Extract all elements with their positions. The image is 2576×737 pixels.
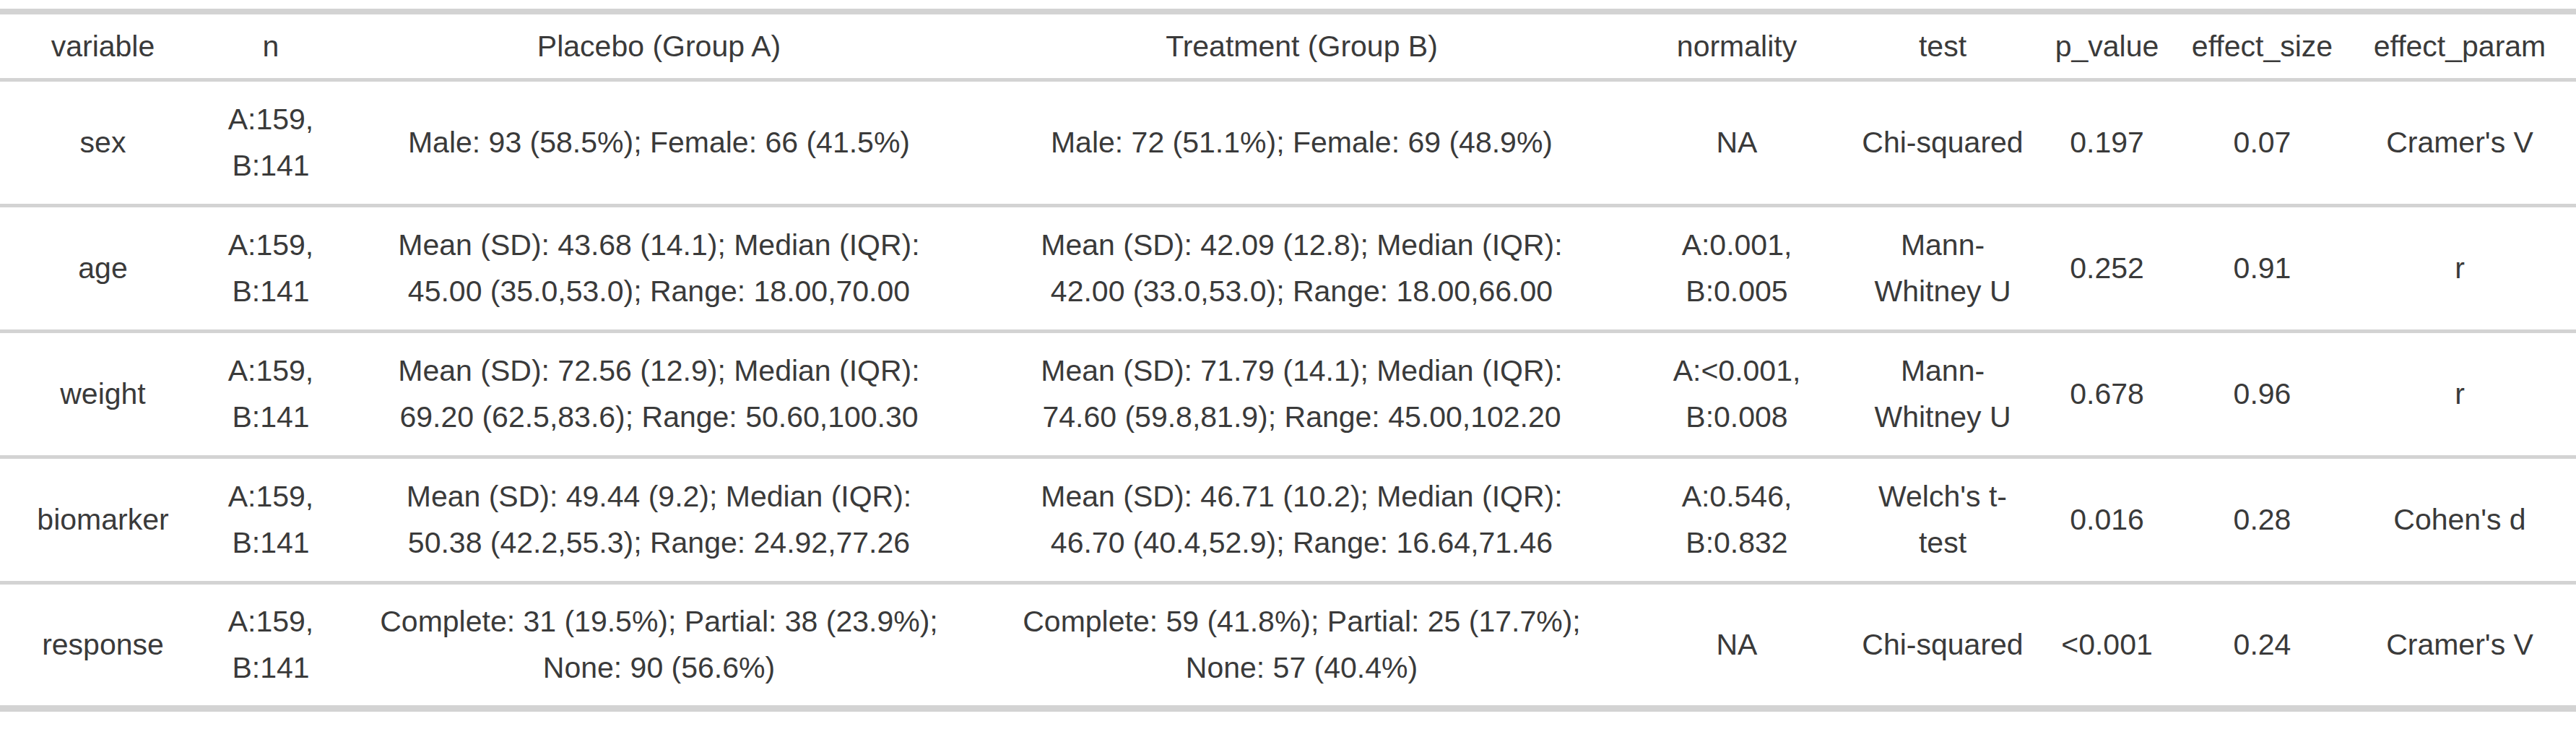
statistical-summary-table-container: variable n Placebo (Group A) Treatment (…	[0, 0, 2576, 712]
table-row-response: response A:159, B:141 Complete: 31 (19.5…	[0, 582, 2576, 708]
cell-age-placebo: Mean (SD): 43.68 (14.1); Median (IQR): 4…	[336, 205, 982, 331]
column-header-effect-size: effect_size	[2181, 12, 2343, 79]
table-row-biomarker: biomarker A:159, B:141 Mean (SD): 49.44 …	[0, 457, 2576, 582]
column-header-p-value: p_value	[2033, 12, 2181, 79]
cell-age-variable: age	[0, 205, 206, 331]
cell-biomarker-test: Welch's t- test	[1852, 457, 2033, 582]
cell-sex-variable: sex	[0, 79, 206, 205]
cell-sex-treatment: Male: 72 (51.1%); Female: 69 (48.9%)	[982, 79, 1621, 205]
cell-age-treatment: Mean (SD): 42.09 (12.8); Median (IQR): 4…	[982, 205, 1621, 331]
cell-weight-n: A:159, B:141	[206, 331, 336, 457]
cell-response-test: Chi-squared	[1852, 582, 2033, 708]
cell-biomarker-treatment: Mean (SD): 46.71 (10.2); Median (IQR): 4…	[982, 457, 1621, 582]
cell-biomarker-effect-param: Cohen's d	[2343, 457, 2576, 582]
cell-age-test: Mann- Whitney U	[1852, 205, 2033, 331]
cell-age-normality: A:0.001, B:0.005	[1621, 205, 1852, 331]
cell-weight-placebo: Mean (SD): 72.56 (12.9); Median (IQR): 6…	[336, 331, 982, 457]
cell-weight-p-value: 0.678	[2033, 331, 2181, 457]
cell-sex-normality: NA	[1621, 79, 1852, 205]
cell-response-placebo: Complete: 31 (19.5%); Partial: 38 (23.9%…	[336, 582, 982, 708]
column-header-treatment: Treatment (Group B)	[982, 12, 1621, 79]
summary-table: variable n Placebo (Group A) Treatment (…	[0, 9, 2576, 712]
cell-response-n: A:159, B:141	[206, 582, 336, 708]
cell-sex-effect-param: Cramer's V	[2343, 79, 2576, 205]
cell-weight-variable: weight	[0, 331, 206, 457]
cell-sex-p-value: 0.197	[2033, 79, 2181, 205]
cell-response-effect-size: 0.24	[2181, 582, 2343, 708]
cell-response-treatment: Complete: 59 (41.8%); Partial: 25 (17.7%…	[982, 582, 1621, 708]
column-header-test: test	[1852, 12, 2033, 79]
cell-biomarker-placebo: Mean (SD): 49.44 (9.2); Median (IQR): 50…	[336, 457, 982, 582]
column-header-n: n	[206, 12, 336, 79]
cell-weight-effect-param: r	[2343, 331, 2576, 457]
cell-biomarker-n: A:159, B:141	[206, 457, 336, 582]
column-header-effect-param: effect_param	[2343, 12, 2576, 79]
cell-biomarker-normality: A:0.546, B:0.832	[1621, 457, 1852, 582]
cell-biomarker-variable: biomarker	[0, 457, 206, 582]
cell-biomarker-effect-size: 0.28	[2181, 457, 2343, 582]
cell-response-normality: NA	[1621, 582, 1852, 708]
cell-biomarker-p-value: 0.016	[2033, 457, 2181, 582]
cell-response-effect-param: Cramer's V	[2343, 582, 2576, 708]
column-header-normality: normality	[1621, 12, 1852, 79]
table-row-age: age A:159, B:141 Mean (SD): 43.68 (14.1)…	[0, 205, 2576, 331]
cell-response-p-value: <0.001	[2033, 582, 2181, 708]
cell-sex-test: Chi-squared	[1852, 79, 2033, 205]
cell-weight-normality: A:<0.001, B:0.008	[1621, 331, 1852, 457]
cell-age-p-value: 0.252	[2033, 205, 2181, 331]
table-row-weight: weight A:159, B:141 Mean (SD): 72.56 (12…	[0, 331, 2576, 457]
cell-weight-effect-size: 0.96	[2181, 331, 2343, 457]
cell-weight-treatment: Mean (SD): 71.79 (14.1); Median (IQR): 7…	[982, 331, 1621, 457]
column-header-placebo: Placebo (Group A)	[336, 12, 982, 79]
cell-sex-placebo: Male: 93 (58.5%); Female: 66 (41.5%)	[336, 79, 982, 205]
cell-weight-test: Mann- Whitney U	[1852, 331, 2033, 457]
header-row: variable n Placebo (Group A) Treatment (…	[0, 12, 2576, 79]
cell-age-n: A:159, B:141	[206, 205, 336, 331]
table-row-sex: sex A:159, B:141 Male: 93 (58.5%); Femal…	[0, 79, 2576, 205]
cell-age-effect-param: r	[2343, 205, 2576, 331]
cell-sex-n: A:159, B:141	[206, 79, 336, 205]
cell-age-effect-size: 0.91	[2181, 205, 2343, 331]
cell-response-variable: response	[0, 582, 206, 708]
column-header-variable: variable	[0, 12, 206, 79]
cell-sex-effect-size: 0.07	[2181, 79, 2343, 205]
